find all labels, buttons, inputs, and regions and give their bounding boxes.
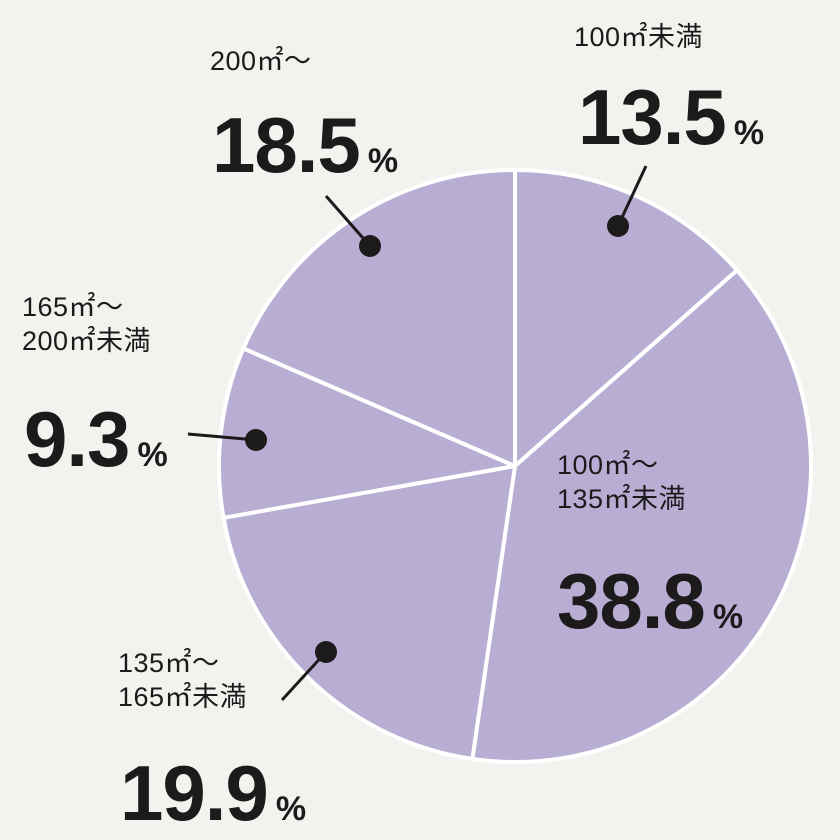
value-number: 9.3	[24, 395, 130, 483]
leader-dot-165-200	[245, 429, 267, 451]
slice-value-under-100: 13.5%	[578, 72, 764, 163]
leader-dot-135-165	[315, 641, 337, 663]
slice-label-line: 135㎡～	[118, 648, 220, 678]
slice-label-under-100: 100㎡未満	[574, 22, 704, 52]
slice-label-line: 135㎡未満	[557, 484, 687, 514]
slice-label-line: 165㎡未満	[118, 682, 248, 712]
percent-sign: %	[733, 114, 765, 152]
pie-slice-165-200	[217, 346, 517, 520]
percent-sign: %	[137, 436, 168, 474]
value-number: 38.8	[557, 557, 706, 645]
leader-dot-under-100	[607, 215, 629, 237]
slice-value-165-200: 9.3%	[24, 394, 168, 485]
pie-slice-135-165	[221, 464, 517, 761]
slice-label-line: 200㎡未満	[22, 326, 152, 356]
value-number: 19.9	[120, 749, 269, 837]
value-number: 13.5	[578, 73, 727, 161]
slice-value-135-165: 19.9%	[120, 748, 306, 839]
leader-line-165-200	[187, 432, 257, 442]
percent-sign: %	[275, 790, 307, 828]
slice-label-line: 165㎡～	[22, 292, 124, 322]
slice-label-135-165: 135㎡～ 165㎡未満	[118, 646, 247, 714]
leader-dot-200-plus	[359, 235, 381, 257]
pie-slice-under-100	[513, 168, 740, 468]
percent-sign: %	[712, 598, 744, 636]
percent-sign: %	[367, 142, 399, 180]
pie-slice-100-135	[470, 268, 813, 764]
leader-line-under-100	[616, 165, 648, 227]
slice-label-100-135: 100㎡～ 135㎡未満	[557, 448, 686, 516]
slice-value-200-plus: 18.5%	[212, 100, 398, 191]
slice-label-165-200: 165㎡～ 200㎡未満	[22, 290, 151, 358]
leader-line-200-plus	[324, 195, 372, 247]
slice-label-200-plus: 200㎡～	[210, 46, 312, 76]
slice-label-line: 100㎡～	[557, 450, 659, 480]
value-number: 18.5	[212, 101, 361, 189]
slice-value-100-135: 38.8%	[557, 556, 743, 647]
pie-slice-200-plus	[241, 168, 517, 468]
